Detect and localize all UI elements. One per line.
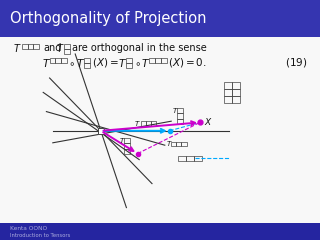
Text: and: and [43, 43, 61, 53]
Text: are orthogonal in the sense: are orthogonal in the sense [72, 43, 207, 53]
Text: $X$: $X$ [204, 116, 212, 127]
Bar [64, 44, 70, 49]
Bar [151, 121, 156, 126]
Text: $T$: $T$ [42, 57, 51, 69]
Bar [232, 89, 240, 96]
Text: Introduction to Tensors: Introduction to Tensors [10, 233, 70, 238]
Text: $(X) = $: $(X) = $ [92, 56, 119, 69]
Bar [155, 58, 161, 63]
Bar [141, 121, 146, 126]
Bar [64, 49, 70, 54]
Bar [84, 58, 90, 63]
Text: $T$: $T$ [119, 136, 126, 145]
Text: $\circ$: $\circ$ [68, 58, 75, 68]
Bar [84, 63, 90, 68]
Bar [224, 96, 232, 103]
Bar [161, 58, 167, 63]
Bar [0, 0, 320, 37]
Text: $T$: $T$ [76, 57, 85, 69]
Bar [33, 44, 39, 49]
Text: $T$: $T$ [56, 42, 65, 54]
Text: $T$: $T$ [172, 106, 179, 115]
Text: $T$: $T$ [13, 42, 21, 54]
Bar [61, 58, 67, 63]
Bar [55, 58, 61, 63]
Bar [124, 143, 130, 149]
Bar [224, 89, 232, 96]
Bar [126, 58, 132, 63]
Text: $(19)$: $(19)$ [285, 56, 307, 69]
Bar [28, 44, 33, 49]
Bar [126, 63, 132, 68]
Text: $T$: $T$ [134, 119, 141, 128]
Bar [22, 44, 28, 49]
Bar [171, 142, 176, 146]
Text: $\circ$: $\circ$ [134, 58, 140, 68]
Bar [124, 149, 130, 154]
Bar [149, 58, 155, 63]
Bar [224, 82, 232, 89]
Bar [0, 223, 320, 240]
Text: Kenta OONO: Kenta OONO [10, 226, 47, 231]
Bar [181, 142, 187, 146]
Bar [178, 156, 186, 161]
Bar [177, 108, 183, 113]
Bar [176, 142, 181, 146]
Text: Orthogonality of Projection: Orthogonality of Projection [10, 11, 206, 26]
Bar [232, 82, 240, 89]
Bar [50, 58, 55, 63]
Bar [186, 156, 194, 161]
Bar [177, 113, 183, 119]
Text: $T$: $T$ [118, 57, 127, 69]
Text: $T$: $T$ [141, 57, 150, 69]
Bar [124, 138, 130, 143]
Bar [146, 121, 151, 126]
Text: $T$: $T$ [166, 139, 173, 149]
Bar [194, 156, 202, 161]
Bar [232, 96, 240, 103]
Bar [177, 119, 183, 124]
Text: $(X) = 0.$: $(X) = 0.$ [168, 56, 207, 69]
